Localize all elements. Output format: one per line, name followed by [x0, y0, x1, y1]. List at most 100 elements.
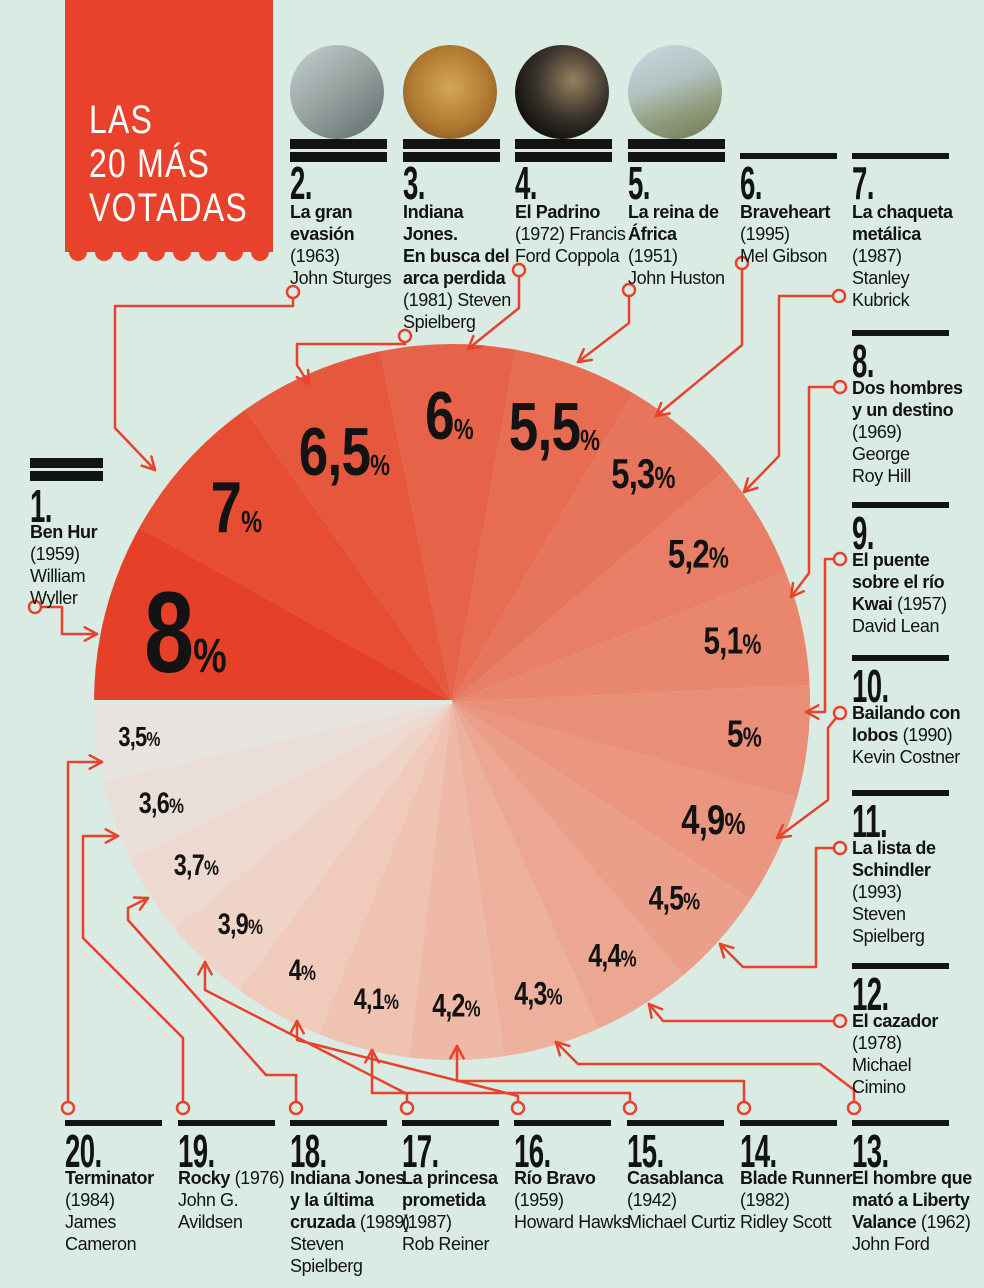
- entry-text-line: (1995): [740, 224, 790, 244]
- divider-bar: [65, 1120, 162, 1126]
- pie-slice-7: [452, 470, 786, 702]
- connector-arrowhead: [554, 1040, 562, 1057]
- entry-text-line: James: [65, 1212, 117, 1232]
- connector-arrowhead: [647, 1002, 653, 1020]
- connector-rank-20: [60, 754, 104, 1116]
- slice-value-label-18: 3,7%: [173, 849, 219, 883]
- entry-text-line: Michael Curtiz: [627, 1212, 736, 1232]
- entry-text-line: Indiana Jones: [290, 1168, 405, 1188]
- connector-dot: [397, 328, 413, 344]
- connector-line: [742, 294, 841, 494]
- entry-text-line: Terminator: [65, 1168, 154, 1188]
- connector-rank-14: [449, 1044, 752, 1116]
- slice-value-label-8: 5,1%: [703, 620, 762, 663]
- page-title: LAS 20 MÁS VOTADAS: [89, 98, 248, 230]
- connector-dot: [832, 551, 848, 567]
- connector-line: [466, 268, 521, 351]
- connector-arrowhead: [306, 368, 311, 386]
- connector-rank-2: [113, 284, 301, 472]
- divider-bar: [852, 1120, 949, 1126]
- slice-value-label-3: 6,5%: [298, 414, 390, 491]
- divider-bar: [852, 153, 949, 159]
- entry-text-line: La reina de: [628, 202, 719, 222]
- connector-dot: [831, 288, 847, 304]
- connector-arrowhead: [140, 464, 157, 472]
- connector-rank-11: [718, 840, 848, 969]
- entry-text-line: (1942): [627, 1190, 677, 1210]
- pie-slice-10: [452, 702, 797, 899]
- divider-bar: [514, 1120, 611, 1126]
- connector-arrowhead: [775, 834, 793, 840]
- connector-dot: [60, 1100, 76, 1116]
- rank-number: 7.: [852, 157, 874, 209]
- connector-rank-12: [647, 1002, 848, 1029]
- rank-number: 15.: [627, 1125, 664, 1177]
- entry-text-line: Rob Reiner: [402, 1234, 490, 1254]
- entry-text-line: cruzada (1989): [290, 1212, 410, 1232]
- entry-text-line: Michael: [852, 1055, 912, 1075]
- entry-text-line: (1987): [402, 1212, 452, 1232]
- entry-text-line: Roy Hill: [852, 466, 911, 486]
- connector-line: [66, 760, 104, 1110]
- entry-text-line: lobos (1990): [852, 725, 953, 745]
- slice-value-label-2: 7%: [210, 468, 262, 549]
- connector-line: [576, 288, 631, 364]
- connector-line: [370, 1048, 632, 1110]
- entry-text-line: La lista de: [852, 838, 936, 858]
- slice-value-label-13: 4,3%: [513, 975, 562, 1012]
- pie-slice-16: [239, 702, 452, 1035]
- connector-rank-15: [364, 1048, 638, 1116]
- rank-number: 20.: [65, 1125, 102, 1177]
- divider-bar: [403, 152, 500, 162]
- connector-arrowhead: [364, 1048, 374, 1064]
- rank-number: 14.: [740, 1125, 777, 1177]
- connector-dot: [27, 599, 43, 615]
- entry-text-line: Casablanca: [627, 1168, 724, 1188]
- slice-value-label-4: 6%: [424, 377, 474, 454]
- connector-arrowhead: [789, 589, 805, 599]
- pie-slice-8: [452, 571, 810, 702]
- title-line: LAS: [89, 98, 154, 142]
- entry-text-line: Rocky (1976): [178, 1168, 285, 1188]
- entry-text-line: (1981) Steven: [403, 290, 511, 310]
- entry-text-line: Braveheart: [740, 202, 831, 222]
- entry-text-line: arca perdida: [403, 268, 506, 288]
- slice-value-label-20: 3,5%: [118, 721, 160, 753]
- slice-value-label-15: 4,1%: [353, 983, 399, 1017]
- connector-arrowhead: [295, 1019, 305, 1035]
- entry-text-line: John Ford: [852, 1234, 930, 1254]
- entry-text-line: Spielberg: [403, 312, 476, 332]
- photo-la-gran-evasion-motorcycle: [290, 45, 384, 139]
- pie-slice-3: [245, 351, 452, 702]
- connector-rank-8: [789, 379, 848, 599]
- entry-text-line: y un destino: [852, 400, 954, 420]
- pie-slice-5: [452, 349, 633, 702]
- connector-arrowhead: [138, 896, 150, 911]
- divider-bar: [740, 153, 837, 159]
- photo-indiana-jones-poster: [403, 45, 497, 139]
- rank-number: 10.: [852, 660, 889, 712]
- divider-bar: [515, 152, 612, 162]
- connector-line: [718, 846, 842, 969]
- connector-arrowhead: [576, 347, 585, 364]
- connector-line: [455, 1044, 746, 1110]
- pie-slice-2: [139, 409, 452, 702]
- slice-value-label-12: 4,4%: [588, 937, 636, 974]
- entry-text-line: evasión: [290, 224, 355, 244]
- entry-text-line: Schindler: [852, 860, 931, 880]
- entry-text-line: Kwai (1957): [852, 594, 947, 614]
- entry-text-line: Bailando con: [852, 703, 961, 723]
- connector-rank-18: [126, 896, 304, 1116]
- divider-bar: [290, 139, 387, 149]
- connector-rank-7: [742, 288, 847, 494]
- connector-line: [554, 1040, 856, 1110]
- connector-arrowhead: [775, 824, 785, 840]
- divider-bar: [852, 502, 949, 508]
- connector-arrowhead: [203, 960, 213, 976]
- entry-text-line: Steven: [290, 1234, 344, 1254]
- title-line: VOTADAS: [89, 186, 248, 230]
- divider-bar: [627, 1120, 724, 1126]
- entry-text-line: metálica: [852, 224, 921, 244]
- connector-arrowhead: [654, 412, 671, 418]
- entry-text-line: (1959): [30, 544, 80, 564]
